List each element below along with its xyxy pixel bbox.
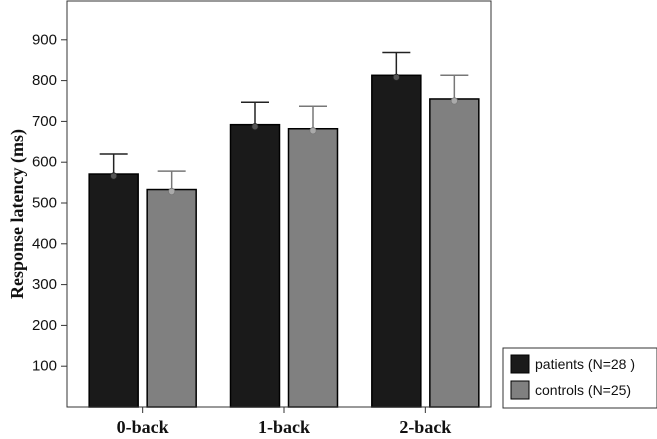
mean-marker — [392, 73, 400, 81]
legend-label-patients: patients (N=28 ) — [535, 356, 635, 372]
y-tick-label: 500 — [32, 195, 57, 212]
plot-frame — [66, 0, 492, 408]
mean-marker — [110, 172, 118, 180]
legend: patients (N=28 ) controls (N=25) — [502, 347, 657, 409]
bar-patients — [229, 123, 281, 408]
y-axis-ticks: 100 200 300 400 500 600 700 800 900 — [32, 31, 67, 375]
legend-swatch-patients — [510, 354, 530, 374]
mean-marker — [168, 187, 176, 196]
y-axis-title: Response latency (ms) — [7, 129, 28, 299]
x-tick-label: 0-back — [117, 417, 169, 437]
legend-label-controls: controls (N=25) — [535, 382, 631, 398]
error-bars — [99, 51, 469, 196]
x-axis-ticks: 0-back 1-back 2-back — [117, 407, 451, 437]
mean-marker — [309, 127, 317, 135]
y-tick-label: 900 — [32, 31, 57, 48]
x-tick-label: 1-back — [258, 417, 310, 437]
y-tick-label: 400 — [32, 235, 57, 252]
legend-swatch-controls — [510, 380, 530, 400]
bar-controls — [287, 127, 339, 408]
y-tick-label: 700 — [32, 113, 57, 130]
bar-patients — [371, 74, 422, 408]
y-tick-label: 200 — [32, 317, 57, 334]
bars — [88, 74, 480, 408]
y-tick-label: 100 — [32, 358, 57, 375]
bar-controls — [146, 188, 197, 408]
bar-controls — [429, 98, 480, 408]
mean-marker — [450, 97, 458, 105]
mean-marker — [251, 123, 259, 131]
y-tick-label: 600 — [32, 154, 57, 171]
bar-patients — [88, 173, 139, 408]
x-tick-label: 2-back — [399, 417, 451, 437]
y-tick-label: 300 — [32, 276, 57, 293]
y-tick-label: 800 — [32, 72, 57, 89]
